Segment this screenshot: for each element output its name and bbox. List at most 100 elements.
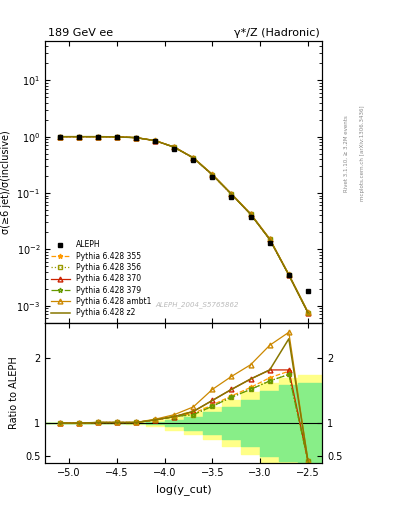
Pythia 6.428 z2 [57,134,62,140]
Pythia 6.428 379 [267,237,272,243]
Pythia 6.428 355 [210,172,215,178]
Pythia 6.428 356 [95,134,100,140]
Line: ALEPH: ALEPH [57,134,310,294]
Pythia 6.428 z2 [210,172,215,178]
Pythia 6.428 370 [267,237,272,243]
Y-axis label: σ(≥6 jet)/σ(inclusive): σ(≥6 jet)/σ(inclusive) [1,130,11,233]
Pythia 6.428 379 [76,134,81,140]
Pythia 6.428 370 [229,191,234,197]
Pythia 6.428 ambt1 [210,171,215,177]
Pythia 6.428 ambt1 [57,134,62,140]
Pythia 6.428 ambt1 [76,134,81,140]
Pythia 6.428 355 [229,191,234,197]
Pythia 6.428 ambt1 [306,309,310,315]
Pythia 6.428 ambt1 [248,210,253,217]
Pythia 6.428 379 [229,191,234,197]
Pythia 6.428 379 [286,272,291,278]
Pythia 6.428 370 [191,155,196,161]
ALEPH [76,134,81,140]
Pythia 6.428 355 [248,211,253,217]
Pythia 6.428 379 [134,135,138,141]
ALEPH [134,135,138,141]
Pythia 6.428 ambt1 [95,134,100,140]
Pythia 6.428 355 [76,134,81,140]
Pythia 6.428 356 [229,191,234,197]
ALEPH [248,214,253,220]
Text: γ*/Z (Hadronic): γ*/Z (Hadronic) [234,28,320,38]
Pythia 6.428 z2 [134,135,138,141]
Line: Pythia 6.428 ambt1: Pythia 6.428 ambt1 [57,134,310,314]
Pythia 6.428 370 [95,134,100,140]
Pythia 6.428 z2 [153,138,158,144]
Pythia 6.428 355 [134,135,138,141]
ALEPH [286,272,291,278]
Pythia 6.428 ambt1 [191,155,196,161]
Pythia 6.428 356 [57,134,62,140]
Pythia 6.428 370 [57,134,62,140]
Pythia 6.428 z2 [229,191,234,197]
Line: Pythia 6.428 379: Pythia 6.428 379 [57,134,310,315]
Pythia 6.428 379 [191,155,196,161]
Pythia 6.428 379 [172,144,176,150]
Pythia 6.428 z2 [286,272,291,278]
Pythia 6.428 ambt1 [286,271,291,278]
Line: Pythia 6.428 z2: Pythia 6.428 z2 [59,137,308,313]
Pythia 6.428 z2 [172,144,176,150]
Pythia 6.428 370 [172,144,176,150]
ALEPH [172,146,176,152]
Pythia 6.428 355 [172,144,176,150]
ALEPH [57,134,62,140]
Pythia 6.428 379 [57,134,62,140]
ALEPH [191,157,196,163]
Pythia 6.428 356 [248,211,253,217]
Pythia 6.428 ambt1 [229,190,234,197]
Pythia 6.428 356 [191,155,196,161]
ALEPH [267,240,272,246]
Pythia 6.428 ambt1 [153,137,158,143]
Pythia 6.428 356 [153,138,158,144]
Pythia 6.428 355 [114,134,119,140]
Pythia 6.428 379 [248,211,253,217]
Pythia 6.428 356 [210,172,215,178]
Pythia 6.428 356 [306,310,310,316]
Pythia 6.428 z2 [95,134,100,140]
Pythia 6.428 ambt1 [134,135,138,141]
Pythia 6.428 355 [306,310,310,316]
Pythia 6.428 355 [57,134,62,140]
Pythia 6.428 z2 [191,155,196,161]
Line: Pythia 6.428 356: Pythia 6.428 356 [57,134,310,315]
Pythia 6.428 355 [191,155,196,161]
ALEPH [95,134,100,140]
ALEPH [153,138,158,144]
Pythia 6.428 355 [153,138,158,144]
Text: Rivet 3.1.10, ≥ 3.2M events: Rivet 3.1.10, ≥ 3.2M events [344,115,349,192]
Pythia 6.428 379 [306,310,310,316]
Pythia 6.428 370 [286,272,291,278]
Pythia 6.428 ambt1 [114,134,119,140]
Pythia 6.428 379 [153,138,158,144]
Pythia 6.428 356 [114,134,119,140]
Line: Pythia 6.428 370: Pythia 6.428 370 [57,134,310,315]
ALEPH [229,194,234,200]
Line: Pythia 6.428 355: Pythia 6.428 355 [57,134,310,315]
Text: 189 GeV ee: 189 GeV ee [48,28,113,38]
Y-axis label: Ratio to ALEPH: Ratio to ALEPH [9,356,19,430]
Pythia 6.428 379 [210,172,215,178]
Pythia 6.428 355 [267,237,272,243]
Pythia 6.428 z2 [248,211,253,217]
Pythia 6.428 370 [306,310,310,316]
ALEPH [210,174,215,180]
ALEPH [114,134,119,140]
Pythia 6.428 355 [286,272,291,278]
Pythia 6.428 356 [76,134,81,140]
Pythia 6.428 379 [114,134,119,140]
Pythia 6.428 355 [95,134,100,140]
Pythia 6.428 370 [134,135,138,141]
Pythia 6.428 370 [76,134,81,140]
Pythia 6.428 370 [248,211,253,217]
Pythia 6.428 356 [267,237,272,243]
Pythia 6.428 z2 [306,310,310,316]
Pythia 6.428 z2 [114,134,119,140]
Pythia 6.428 z2 [76,134,81,140]
Pythia 6.428 ambt1 [172,144,176,150]
